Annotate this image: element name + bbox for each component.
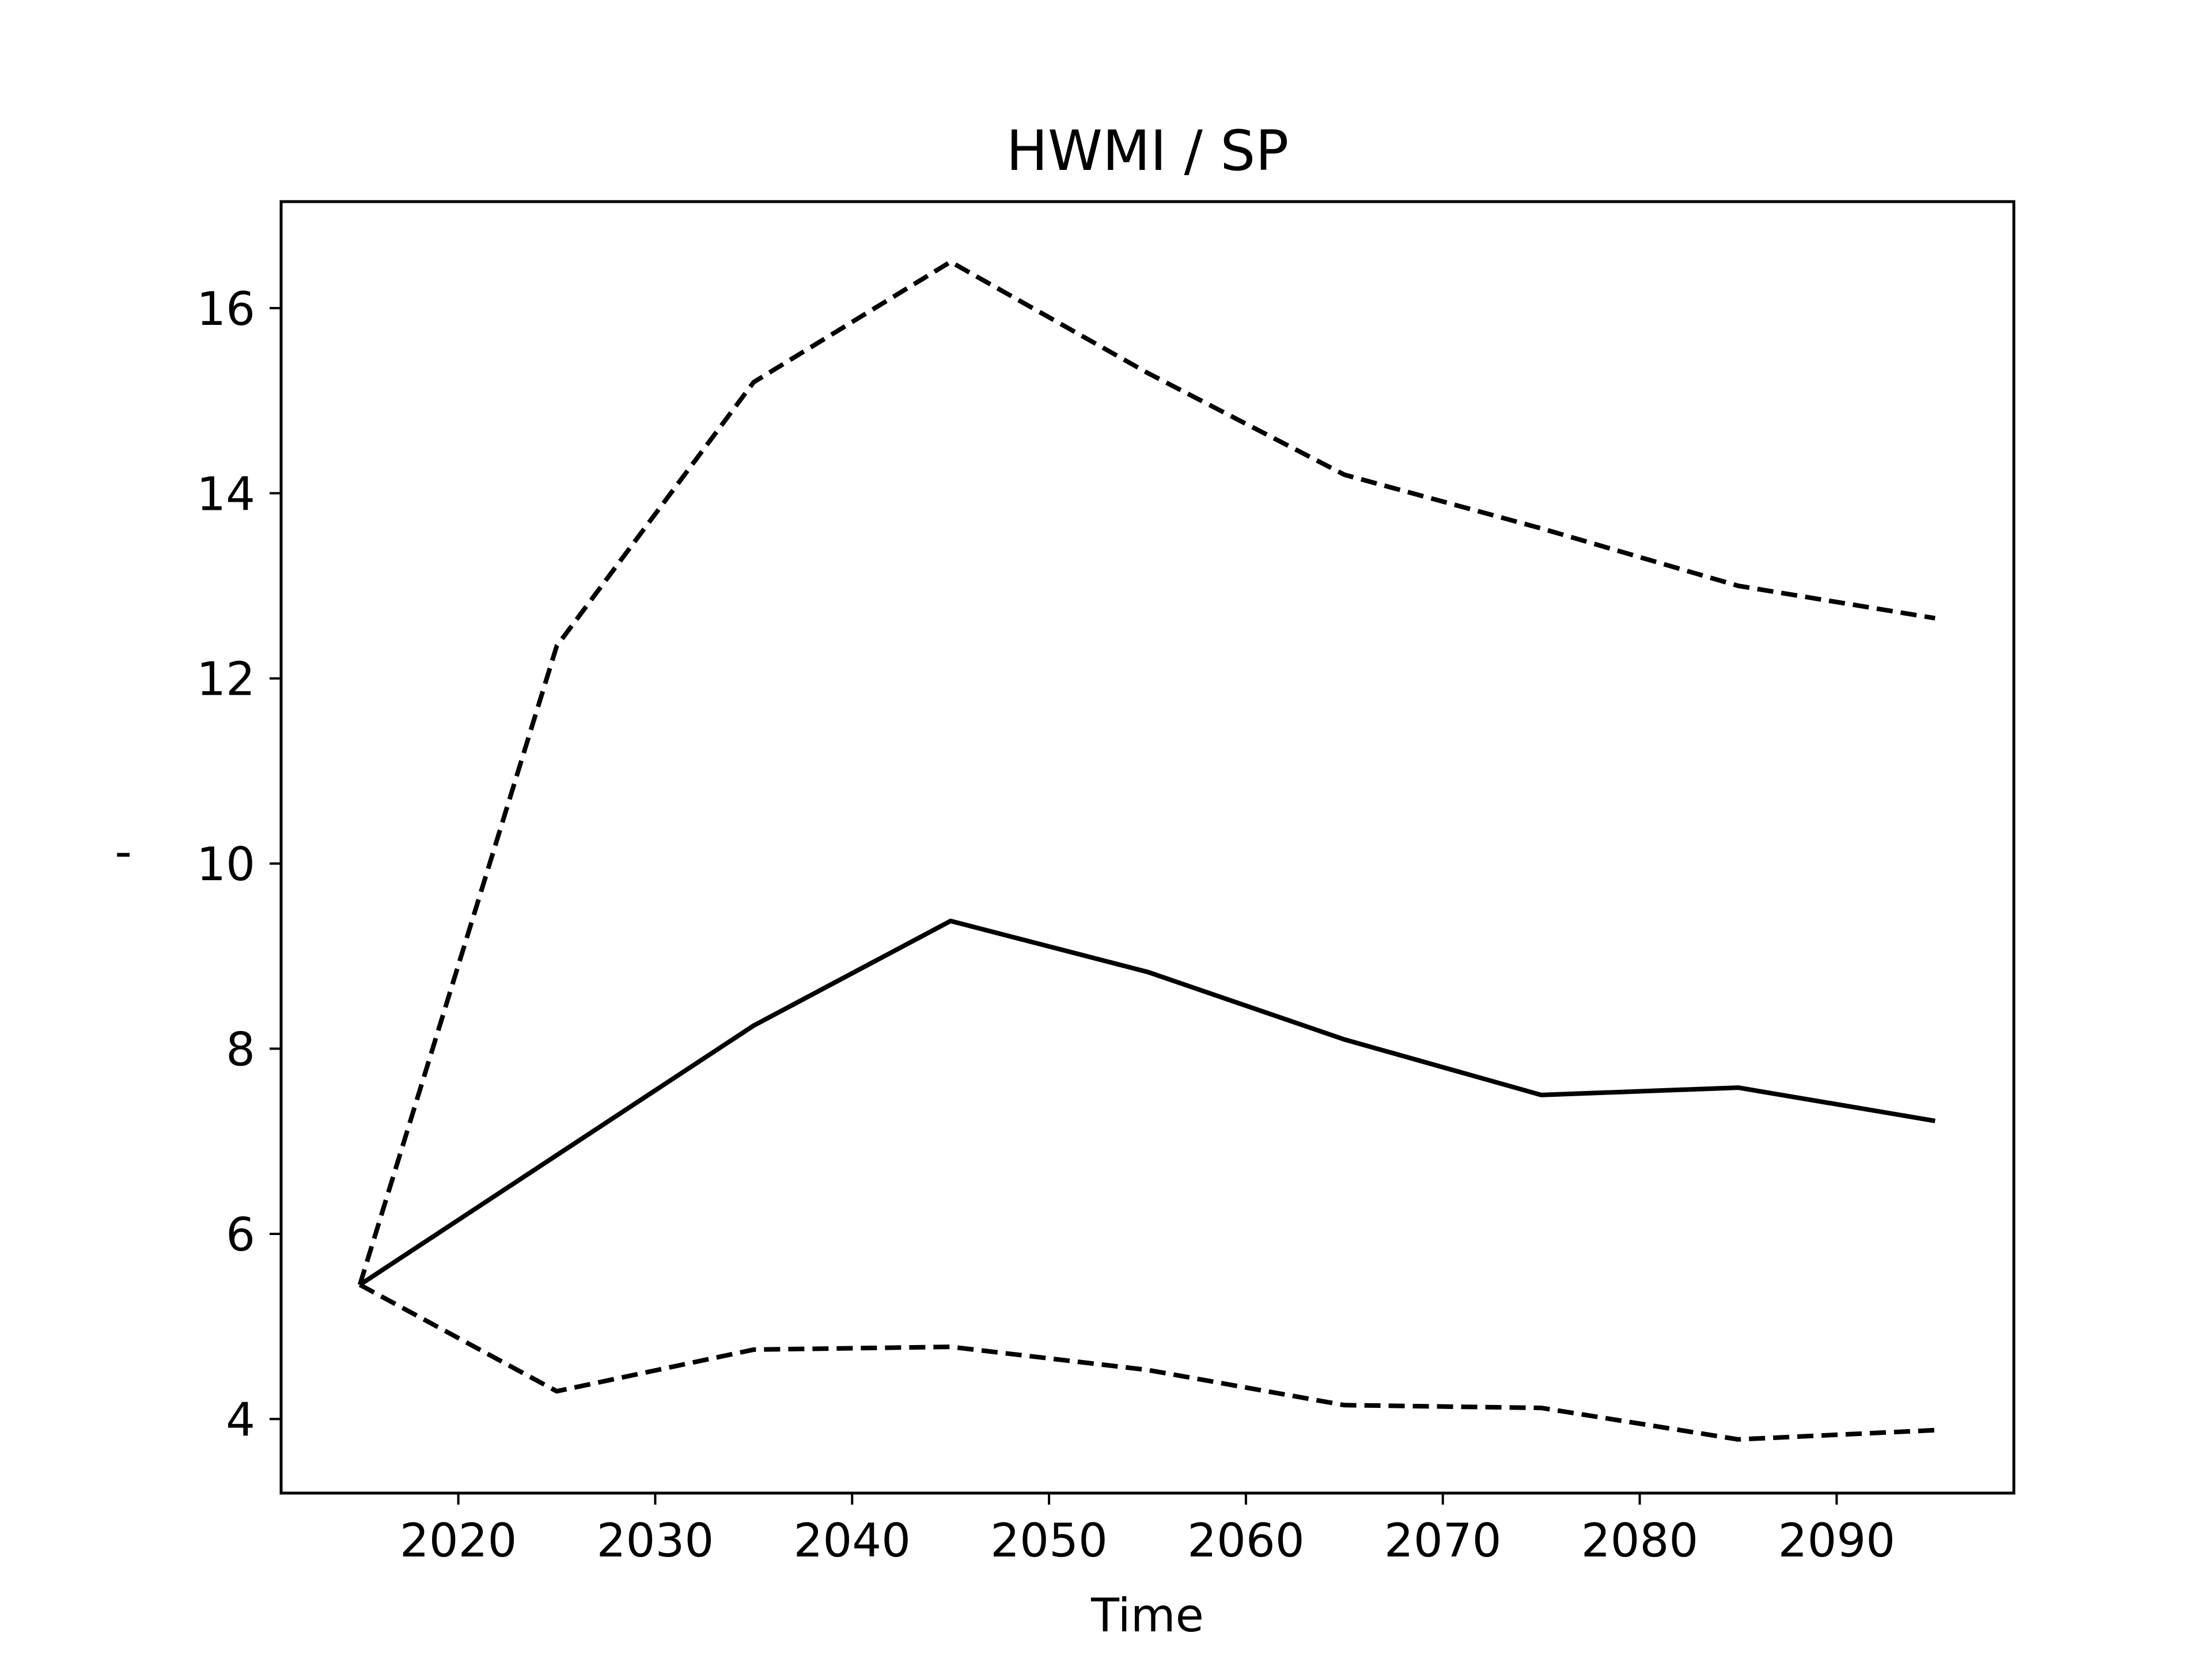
x-axis-label: Time	[1090, 1589, 1204, 1642]
y-tick-label-4: 12	[196, 653, 255, 706]
y-tick-label-0: 4	[226, 1393, 255, 1446]
x-tick-label-6: 2080	[1581, 1514, 1699, 1567]
series-line-2	[358, 1282, 1936, 1442]
plot-frame	[279, 200, 2016, 1495]
plot-area	[357, 259, 1936, 1442]
y-tick-label-6: 16	[196, 282, 255, 336]
x-tick-label-5: 2070	[1384, 1514, 1502, 1567]
y-tick-label-1: 6	[226, 1208, 255, 1262]
x-tick-label-1: 2030	[597, 1514, 714, 1567]
y-tick-label-2: 8	[226, 1023, 255, 1077]
x-axis: 2020 2030 2040 2050 2060 2070 2080 2090	[400, 1493, 1895, 1567]
y-tick-label-3: 10	[196, 838, 255, 891]
y-axis: 4 6 8 10 12 14 16	[196, 282, 281, 1446]
x-tick-label-0: 2020	[400, 1514, 517, 1567]
x-tick-label-3: 2050	[990, 1514, 1108, 1567]
chart-title: HWMI / SP	[1006, 119, 1289, 183]
series-line-1	[358, 918, 1936, 1287]
x-tick-label-2: 2040	[793, 1514, 911, 1567]
y-tick-label-5: 14	[196, 467, 255, 521]
x-tick-label-4: 2060	[1187, 1514, 1305, 1567]
y-axis-label: '	[108, 849, 162, 861]
x-tick-label-7: 2090	[1778, 1514, 1896, 1567]
series-line-0	[357, 259, 1936, 1286]
